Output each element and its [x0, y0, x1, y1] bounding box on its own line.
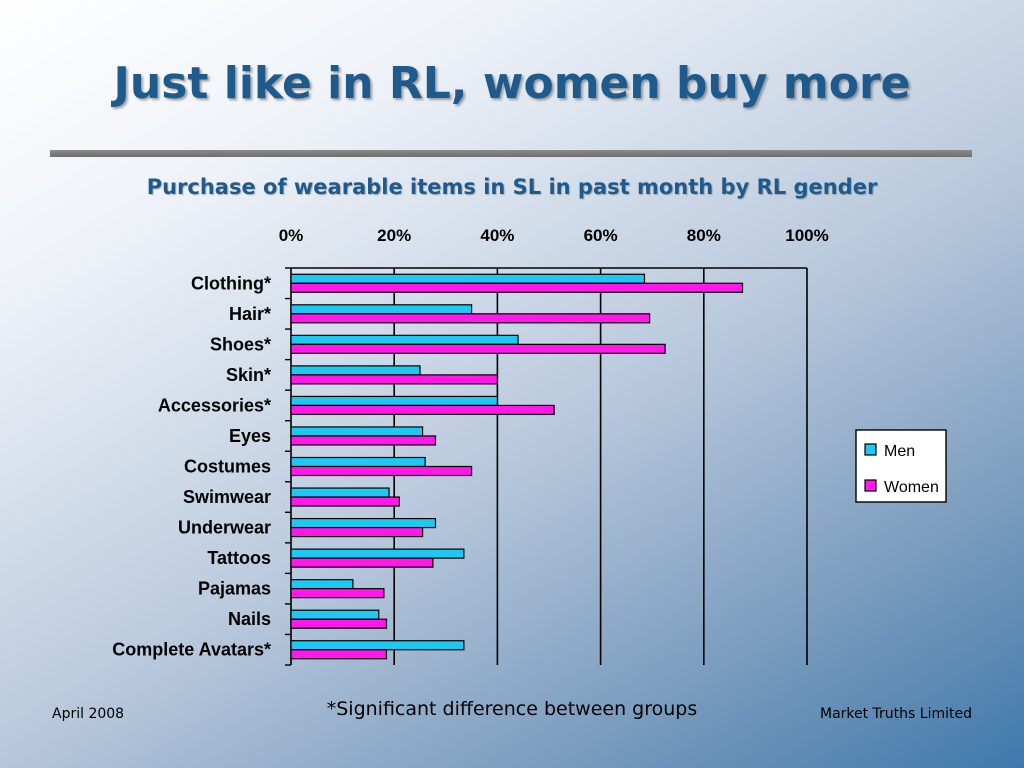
bar-women: [290, 618, 388, 629]
footnote: *Significant difference between groups: [326, 698, 698, 720]
category-label: Underwear: [178, 518, 271, 538]
bar-men: [290, 579, 354, 590]
bar-women: [290, 343, 666, 354]
x-tick-labels: 0% 20% 40% 60% 80% 100%: [279, 226, 829, 245]
bar-men: [290, 487, 390, 498]
bar-men: [290, 548, 465, 559]
bar-men: [290, 365, 421, 376]
legend-swatch-men: [864, 443, 877, 456]
category-label: Costumes: [184, 457, 271, 477]
bar-women: [290, 649, 388, 660]
legend-swatch-women: [864, 479, 877, 492]
legend-label-men: Men: [884, 443, 915, 460]
category-label: Tattoos: [207, 548, 271, 568]
bar-women: [290, 465, 473, 477]
bar-women: [290, 435, 437, 446]
category-label: Accessories*: [158, 395, 271, 415]
chart-title: Purchase of wearable items in SL in past…: [146, 175, 878, 199]
bar-women: [290, 282, 744, 293]
bar-men: [290, 609, 380, 620]
x-tick-label: 60%: [584, 226, 618, 245]
bar-men: [290, 640, 465, 651]
bar-men: [290, 395, 498, 407]
legend: Men Women: [855, 429, 947, 503]
footer-date: April 2008: [52, 706, 125, 722]
legend-label-women: Women: [884, 479, 939, 496]
category-label: Swimwear: [183, 487, 271, 507]
bar-men: [290, 426, 424, 437]
category-label: Nails: [228, 609, 271, 629]
bar-men: [290, 517, 437, 529]
bar-women: [290, 526, 424, 538]
x-tick-label: 20%: [377, 226, 411, 245]
category-label: Clothing*: [191, 273, 271, 293]
category-label: Pajamas: [198, 579, 271, 599]
title-divider: [50, 150, 972, 157]
category-label: Complete Avatars*: [112, 640, 271, 660]
category-label: Shoes*: [210, 334, 271, 354]
category-label: Hair*: [229, 304, 271, 324]
bar-men: [290, 456, 426, 468]
bar-men: [290, 334, 519, 345]
bar-women: [290, 588, 385, 599]
footer-company: Market Truths Limited: [819, 706, 972, 722]
grid-lines: [393, 268, 808, 665]
category-label: Skin*: [226, 365, 271, 385]
bar-women: [290, 496, 400, 507]
bar-men: [290, 304, 473, 315]
x-tick-label: 80%: [687, 226, 721, 245]
x-tick-label: 100%: [785, 226, 828, 245]
bar-women: [290, 374, 498, 385]
x-tick-label: 0%: [279, 226, 304, 245]
bar-women: [290, 557, 434, 568]
bar-women: [290, 313, 651, 324]
bars: [290, 273, 744, 660]
bar-men: [290, 273, 646, 284]
x-tick-label: 40%: [480, 226, 514, 245]
category-labels: Clothing* Hair* Shoes* Skin* Accessories* Eye…: [112, 273, 271, 659]
category-label: Eyes: [229, 426, 271, 446]
bar-women: [290, 404, 555, 416]
slide-title: Just like in RL, women buy more: [113, 58, 911, 109]
